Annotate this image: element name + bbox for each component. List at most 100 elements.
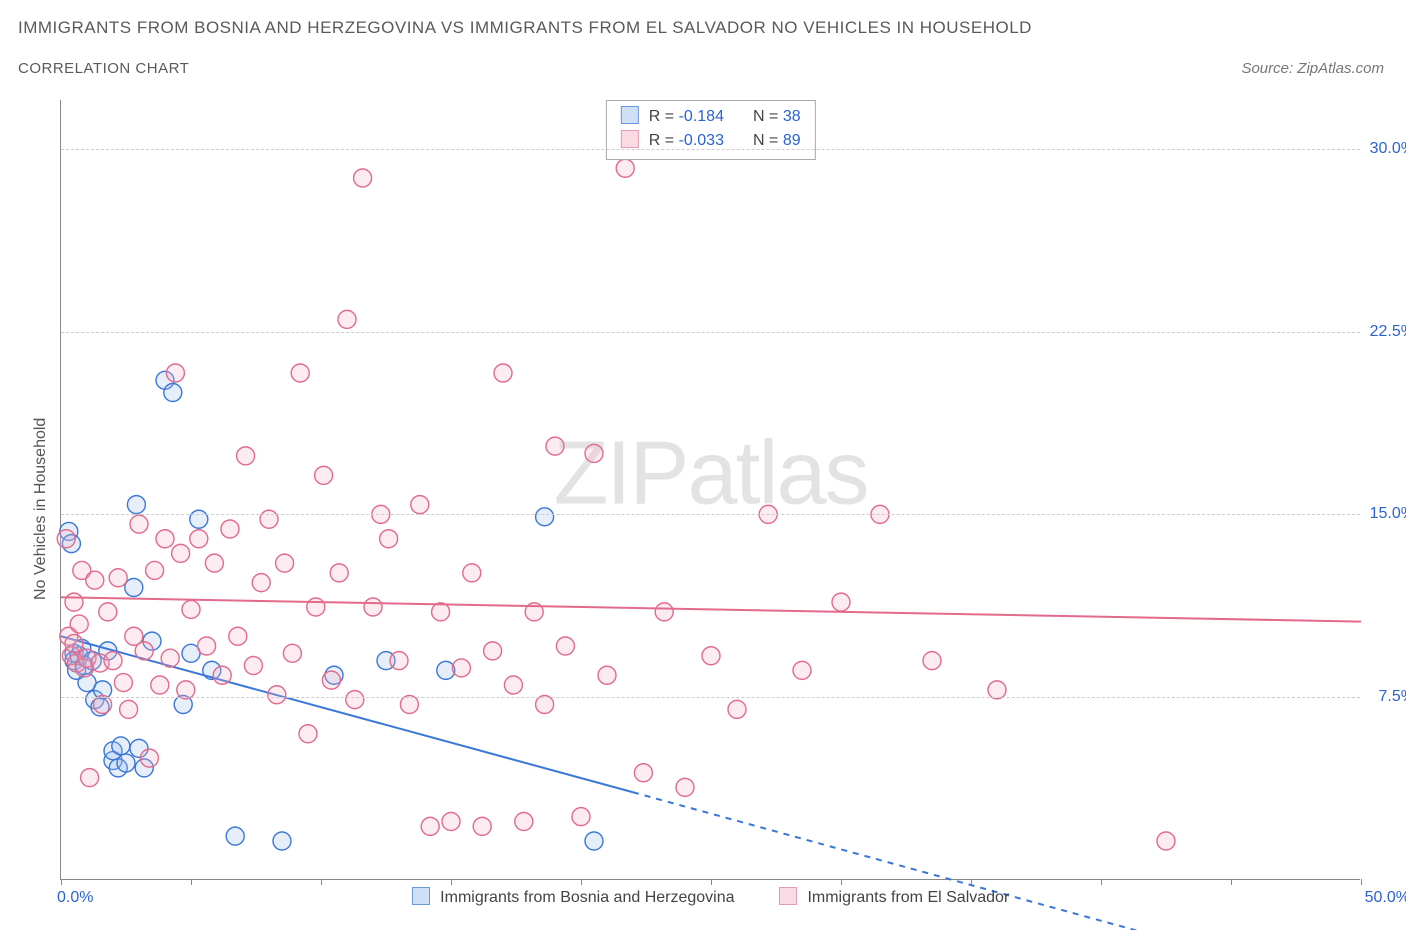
data-point <box>988 681 1006 699</box>
data-point <box>140 749 158 767</box>
data-point <box>135 642 153 660</box>
data-point <box>616 159 634 177</box>
data-point <box>229 627 247 645</box>
data-point <box>655 603 673 621</box>
data-point <box>572 808 590 826</box>
data-point <box>260 510 278 528</box>
data-point <box>86 571 104 589</box>
n-value: 89 <box>783 132 801 149</box>
data-point <box>322 671 340 689</box>
data-point <box>484 642 502 660</box>
data-point <box>452 659 470 677</box>
data-point <box>57 530 75 548</box>
data-point <box>156 530 174 548</box>
data-point <box>190 530 208 548</box>
data-point <box>338 310 356 328</box>
data-point <box>237 447 255 465</box>
data-point <box>598 666 616 684</box>
y-tick-label: 7.5% <box>1379 688 1406 706</box>
data-point <box>585 444 603 462</box>
data-point <box>556 637 574 655</box>
data-point <box>494 364 512 382</box>
data-point <box>151 676 169 694</box>
data-point <box>330 564 348 582</box>
data-point <box>177 681 195 699</box>
data-point <box>315 466 333 484</box>
data-point <box>127 496 145 514</box>
legend-label: Immigrants from El Salvador <box>807 889 1009 906</box>
data-point <box>125 579 143 597</box>
data-point <box>702 647 720 665</box>
y-tick-label: 22.5% <box>1370 323 1406 341</box>
r-label: R = <box>649 108 674 125</box>
r-label: R = <box>649 132 674 149</box>
data-point <box>536 508 554 526</box>
chart-subtitle: CORRELATION CHART <box>18 60 189 77</box>
x-tick <box>191 879 192 885</box>
data-point <box>252 574 270 592</box>
data-point <box>166 364 184 382</box>
data-point <box>291 364 309 382</box>
data-point <box>793 661 811 679</box>
data-point <box>354 169 372 187</box>
data-point <box>1157 832 1175 850</box>
n-label: N = <box>753 132 778 149</box>
trend-line-dashed <box>633 792 1361 930</box>
data-point <box>182 600 200 618</box>
data-point <box>432 603 450 621</box>
data-point <box>676 778 694 796</box>
data-point <box>65 635 83 653</box>
x-tick <box>1231 879 1232 885</box>
data-point <box>130 515 148 533</box>
data-point <box>109 569 127 587</box>
data-point <box>94 696 112 714</box>
data-point <box>299 725 317 743</box>
n-value: 38 <box>783 108 801 125</box>
gridline <box>61 697 1360 698</box>
data-point <box>120 700 138 718</box>
swatch-icon <box>412 887 430 905</box>
stats-legend-box: R = -0.184 N = 38 R = -0.033 N = 89 <box>605 100 815 160</box>
y-axis-label: No Vehicles in Household <box>32 418 50 600</box>
data-point <box>164 384 182 402</box>
data-point <box>923 652 941 670</box>
swatch-icon <box>779 887 797 905</box>
data-point <box>276 554 294 572</box>
stats-row-series-1: R = -0.184 N = 38 <box>620 105 800 129</box>
data-point <box>411 496 429 514</box>
data-point <box>172 544 190 562</box>
r-value: -0.184 <box>679 105 739 129</box>
x-tick <box>321 879 322 885</box>
data-point <box>463 564 481 582</box>
bottom-legend: Immigrants from Bosnia and Herzegovina I… <box>61 887 1360 907</box>
data-point <box>515 813 533 831</box>
data-point <box>390 652 408 670</box>
y-tick-label: 30.0% <box>1370 140 1406 158</box>
data-point <box>244 657 262 675</box>
data-point <box>213 666 231 684</box>
data-point <box>117 754 135 772</box>
y-tick-label: 15.0% <box>1370 505 1406 523</box>
data-point <box>114 674 132 692</box>
data-point <box>421 817 439 835</box>
data-point <box>70 615 88 633</box>
data-point <box>634 764 652 782</box>
x-tick <box>841 879 842 885</box>
legend-label: Immigrants from Bosnia and Herzegovina <box>440 889 734 906</box>
data-point <box>273 832 291 850</box>
data-point <box>546 437 564 455</box>
data-point <box>307 598 325 616</box>
data-point <box>832 593 850 611</box>
data-point <box>205 554 223 572</box>
x-tick <box>451 879 452 885</box>
data-point <box>226 827 244 845</box>
data-point <box>585 832 603 850</box>
gridline <box>61 149 1360 150</box>
swatch-icon <box>620 130 638 148</box>
data-point <box>146 561 164 579</box>
x-tick <box>971 879 972 885</box>
data-point <box>221 520 239 538</box>
legend-item: Immigrants from El Salvador <box>779 889 1009 906</box>
data-point <box>728 700 746 718</box>
data-point <box>112 737 130 755</box>
